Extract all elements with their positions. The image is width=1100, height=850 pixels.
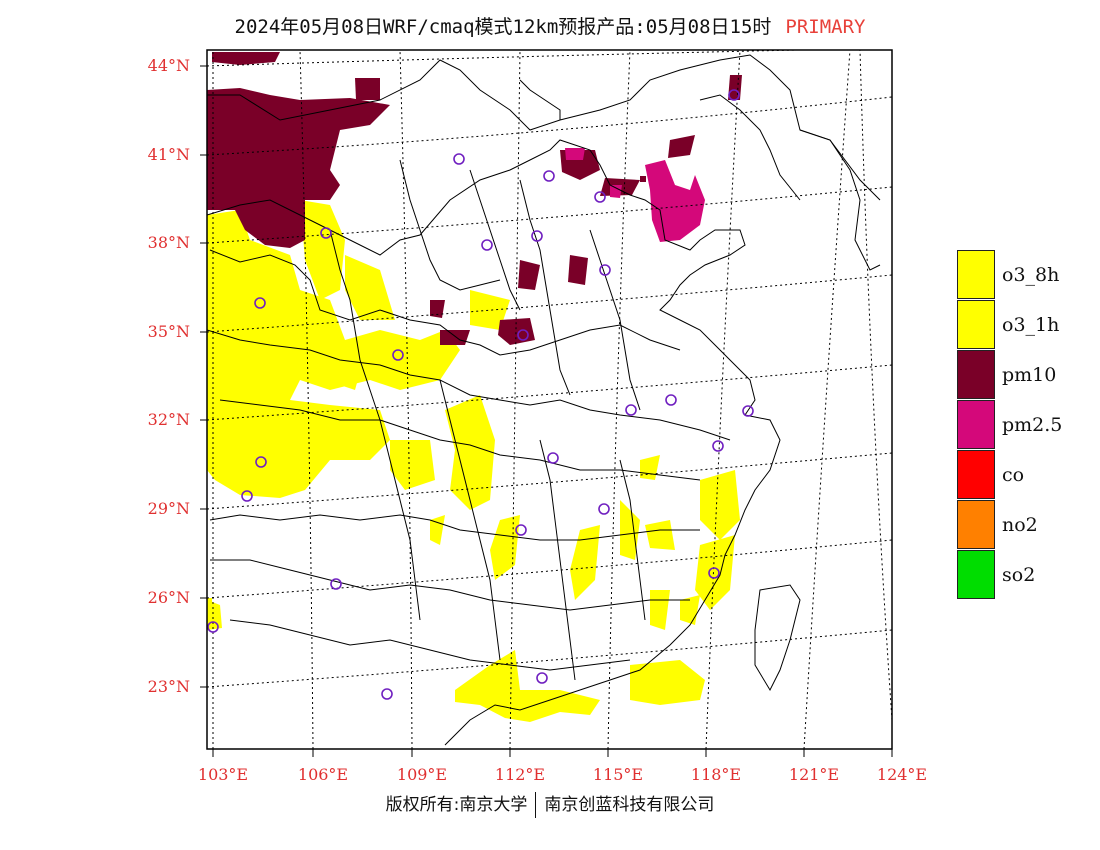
- legend-label: pm2.5: [1002, 414, 1063, 436]
- legend-swatch: [957, 250, 995, 299]
- lat-label-29: 29°N: [147, 499, 190, 518]
- station-markers: [207, 89, 754, 700]
- copyright-right: 南京创蓝科技有限公司: [544, 795, 715, 815]
- lon-label-124: 124°E: [876, 765, 928, 784]
- lon-label-103: 103°E: [197, 765, 249, 784]
- lat-label-38: 38°N: [147, 233, 190, 252]
- lat-label-44: 44°N: [147, 56, 190, 75]
- copyright-left: 版权所有:南京大学: [385, 795, 528, 815]
- lon-label-109: 109°E: [396, 765, 448, 784]
- lon-label-121: 121°E: [788, 765, 840, 784]
- legend-swatch: [957, 450, 995, 499]
- pm25-field: [565, 148, 705, 242]
- legend-label: co: [1002, 464, 1025, 486]
- o3-field: [207, 200, 740, 722]
- legend-label: so2: [1002, 564, 1036, 586]
- legend-label: o3_1h: [1002, 314, 1060, 336]
- pm10-field: [207, 52, 742, 345]
- legend-label: o3_8h: [1002, 264, 1060, 286]
- footer-divider: [535, 792, 537, 818]
- lat-label-35: 35°N: [147, 322, 190, 341]
- legend-label: no2: [1002, 514, 1038, 536]
- lat-label-32: 32°N: [147, 410, 190, 429]
- map-title: 2024年05月08日WRF/cmaq模式12km预报产品:05月08日15时 P…: [0, 12, 1100, 39]
- map-frame: [206, 49, 893, 750]
- lon-label-115: 115°E: [592, 765, 644, 784]
- legend-swatch: [957, 350, 995, 399]
- lon-label-118: 118°E: [690, 765, 742, 784]
- title-text: 2024年05月08日WRF/cmaq模式12km预报产品:05月08日15时: [234, 16, 772, 38]
- legend-swatch: [957, 400, 995, 449]
- lat-label-23: 23°N: [147, 677, 190, 696]
- primary-tag: PRIMARY: [785, 16, 866, 38]
- axis-ticks: [200, 65, 893, 757]
- legend-label: pm10: [1002, 364, 1057, 386]
- lat-label-26: 26°N: [147, 588, 190, 607]
- lat-label-41: 41°N: [147, 145, 190, 164]
- legend-swatch: [957, 550, 995, 599]
- lon-label-112: 112°E: [494, 765, 546, 784]
- border-lines: [207, 54, 881, 746]
- copyright-footer: 版权所有:南京大学 南京创蓝科技有限公司: [0, 790, 1100, 818]
- legend-swatch: [957, 500, 995, 549]
- legend-swatch: [957, 300, 995, 349]
- lon-label-106: 106°E: [297, 765, 349, 784]
